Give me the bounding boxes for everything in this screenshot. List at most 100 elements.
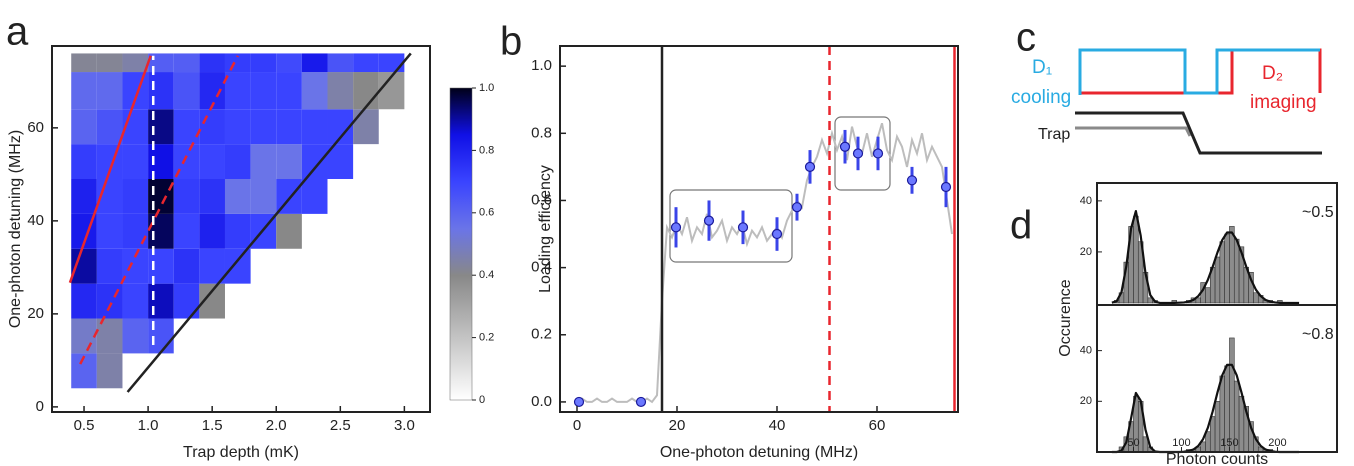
heatmap-cell <box>301 179 328 214</box>
heatmap-cell <box>199 213 225 249</box>
heatmap-cell <box>148 144 174 180</box>
heatmap-cell <box>122 53 149 73</box>
heatmap-cell <box>122 213 149 249</box>
x-tick-label: 200 <box>1268 437 1286 449</box>
heatmap-cell <box>224 248 251 284</box>
heatmap-cell <box>224 179 251 214</box>
x-tick-label: 0 <box>573 417 581 434</box>
heatmap-cell <box>353 109 379 145</box>
heatmap-cell <box>353 72 379 110</box>
x-tick-label: 2.5 <box>330 417 351 434</box>
signal-label: imaging <box>1250 92 1317 113</box>
data-point <box>737 222 749 233</box>
y-tick-label: 0.4 <box>531 259 552 276</box>
heatmap-cell <box>71 109 97 145</box>
heatmap-cell <box>327 53 354 73</box>
heatmap-cell <box>71 179 97 214</box>
data-point <box>940 181 952 193</box>
colorbar-tick-label: 0.8 <box>479 144 494 156</box>
y-tick-label: 40 <box>27 212 44 229</box>
heatmap-cell <box>199 179 225 214</box>
heatmap-cell <box>96 53 123 73</box>
x-axis-label: Photon counts <box>1166 451 1268 466</box>
data-point <box>635 396 647 408</box>
signal-label: D₁ <box>1032 57 1052 78</box>
colorbar-tick-label: 0.6 <box>479 207 494 219</box>
heatmap-cell <box>224 144 251 180</box>
heatmap-cell <box>96 213 123 249</box>
y-tick-label: 40 <box>1080 195 1092 207</box>
hist-bar <box>1214 256 1221 304</box>
x-tick-label: 20 <box>669 417 686 434</box>
y-tick-label: 40 <box>1080 345 1092 357</box>
colorbar <box>449 87 473 401</box>
data-point <box>872 148 884 159</box>
x-tick-label: 50 <box>1127 437 1139 449</box>
panel-letter: a <box>6 10 29 54</box>
x-tick-label: 1.5 <box>202 417 223 434</box>
x-tick-label: 150 <box>1220 437 1238 449</box>
heatmap-cell <box>173 109 200 145</box>
data-point <box>839 141 851 152</box>
colorbar-tick-label: 0 <box>479 394 485 406</box>
heatmap-cell <box>148 179 174 214</box>
y-tick-label: 60 <box>27 119 44 136</box>
heatmap-cell <box>96 72 123 110</box>
heatmap-cell <box>148 213 174 249</box>
timing-line <box>1080 48 1322 95</box>
annotation-line <box>126 52 412 393</box>
heatmap-cell <box>199 109 225 145</box>
y-tick-label: 1.0 <box>531 57 552 74</box>
heatmap-cell <box>199 144 225 180</box>
heatmap-cell <box>148 248 174 284</box>
hist-bar <box>1253 292 1259 304</box>
y-axis-label: Occurence <box>1057 279 1074 356</box>
hist-bar <box>1233 238 1240 304</box>
heatmap-cell <box>96 353 123 389</box>
heatmap-cell <box>148 109 174 145</box>
heatmap-cell <box>327 72 354 110</box>
heatmap-cell <box>71 144 97 180</box>
data-point <box>573 396 585 408</box>
heatmap-cell <box>199 53 225 73</box>
heatmap-cell <box>173 283 200 319</box>
y-axis-label: One-photon detuning (MHz) <box>7 130 24 328</box>
plot-frame <box>51 45 431 413</box>
heatmap-cell <box>199 248 225 284</box>
plot-frame <box>559 45 959 413</box>
heatmap-cell <box>353 53 379 73</box>
annotation-line <box>68 55 152 284</box>
x-tick-label: 100 <box>1172 437 1190 449</box>
heatmap-cell <box>224 109 251 145</box>
heatmap-cell <box>301 144 328 180</box>
x-tick-label: 2.0 <box>266 417 287 434</box>
x-tick-label: 3.0 <box>394 417 415 434</box>
signal-label: D₂ <box>1262 63 1283 84</box>
heatmap-cell <box>276 109 302 145</box>
data-point <box>703 215 715 226</box>
fit-curve <box>1111 209 1300 305</box>
colorbar-tick-label: 0.4 <box>479 269 494 281</box>
heatmap-cell <box>301 72 328 110</box>
heatmap-cell <box>250 144 277 180</box>
heatmap-cell <box>224 72 251 110</box>
annotation-line <box>79 55 239 365</box>
panel-letter: d <box>1010 204 1032 248</box>
x-axis-label: Trap depth (mK) <box>183 444 299 461</box>
heatmap-cell <box>173 213 200 249</box>
heatmap-cell <box>378 53 405 73</box>
heatmap-cell <box>301 53 328 73</box>
data-point <box>791 202 803 213</box>
hist-bar <box>1238 395 1245 453</box>
heatmap-cell <box>96 318 123 354</box>
y-tick-label: 20 <box>1080 395 1092 407</box>
plot-frame <box>1096 304 1338 453</box>
data-point <box>852 148 864 159</box>
heatmap-cell <box>173 179 200 214</box>
group-box <box>669 189 793 263</box>
x-tick-label: 0.5 <box>74 417 95 434</box>
heatmap-cell <box>173 53 200 73</box>
heatmap-cell <box>71 53 97 73</box>
heatmap-cell <box>173 72 200 110</box>
